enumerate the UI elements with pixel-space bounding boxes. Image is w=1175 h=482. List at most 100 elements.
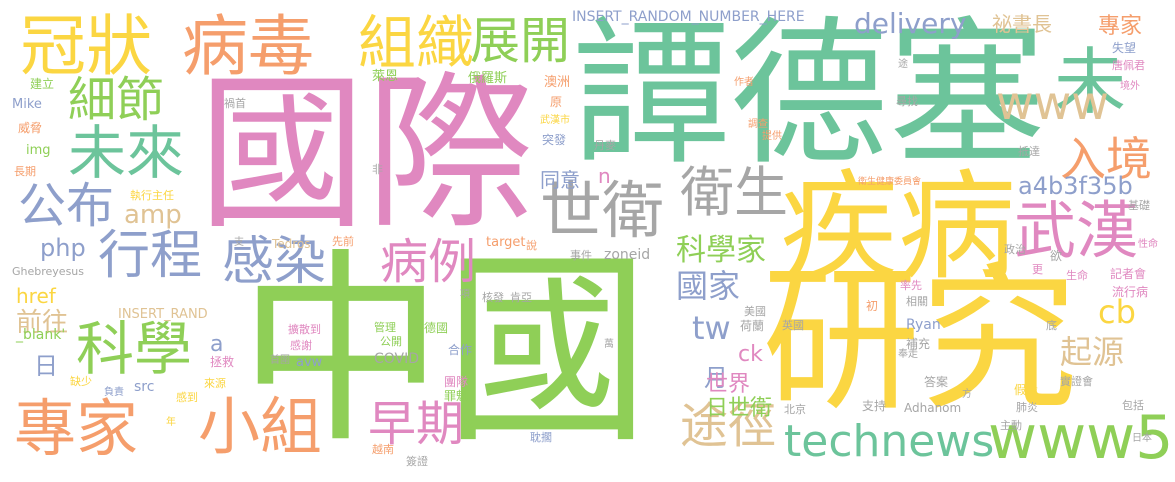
word-blank: _blank'	[16, 327, 66, 343]
word-qianzou: 奉走	[898, 349, 918, 360]
word-xiaozu: 小組	[198, 390, 323, 463]
word-wuhan: 武漢	[1014, 194, 1139, 267]
word-heyan: 核發	[482, 291, 504, 304]
word-a4b3f35b: a4b3f35b	[1018, 172, 1133, 200]
word-xianqian: 先前	[332, 235, 354, 248]
word-zhuanjia-s: 專家	[1098, 14, 1143, 39]
word-diaocha: 調查	[748, 119, 768, 130]
word-ri: 日	[34, 352, 58, 380]
word-shiwang: 失望	[1112, 41, 1137, 55]
word-wuhanshi: 武漢市	[540, 115, 570, 126]
word-shiwei: 世衛	[540, 174, 665, 247]
word-kuosandao: 擴散到	[288, 323, 321, 336]
word-insert-rand: INSERT_RAND	[118, 307, 208, 322]
word-qianzheng: 簽證	[406, 455, 428, 468]
word-buchong: 補充	[906, 337, 931, 351]
word-hezuo: 合作	[448, 343, 473, 357]
word-gongbu: 公布	[18, 178, 115, 234]
word-n: n	[598, 164, 611, 188]
word-amp: amp	[124, 200, 182, 230]
word-zhuanjia: 專家	[14, 392, 139, 465]
word-target: target	[486, 235, 526, 250]
word-tandesai: 譚德塞	[572, 3, 1046, 187]
word-deguo: 德國	[424, 321, 449, 335]
word-helan: 荷蘭	[740, 319, 765, 333]
word-laiyuan: 來源	[204, 377, 226, 390]
word-rishiwei: 日世衛	[706, 396, 773, 421]
word-insert-random: INSERT_RANDOM_NUMBER_HERE	[572, 9, 805, 25]
word-lvxian: 率先	[900, 279, 922, 292]
word-shiyanhui: 實證會	[1060, 375, 1093, 388]
word-zhichi: 支持	[862, 399, 887, 413]
word-tujing: 途徑	[680, 398, 777, 454]
word-nian: 年	[166, 417, 176, 428]
word-rujing: 入境	[1060, 132, 1152, 186]
word-xingming: 性命	[1138, 239, 1158, 250]
word-tongyi: 同意	[540, 168, 580, 192]
word-tw: tw	[692, 309, 731, 347]
word-jibing: 疾病	[780, 158, 1017, 296]
word-wanshou: 禍首	[224, 97, 246, 110]
word-weisheng: 衛生	[680, 161, 788, 224]
word-zhankai: 展開	[470, 12, 570, 70]
word-danmai: 丹麥	[594, 139, 616, 152]
word-yanjiu: 研究	[762, 249, 1078, 433]
word-zuikui: 罪魁	[444, 389, 469, 403]
word-daan: 答案	[924, 375, 949, 389]
word-tu: 途	[898, 59, 908, 70]
word-jiashe: 假設	[1014, 383, 1039, 397]
word-src: src	[134, 379, 155, 395]
word-liuxingbing: 流行病	[1112, 285, 1149, 299]
word-php: php	[40, 234, 86, 262]
word-kexuejia: 科學家	[676, 233, 766, 268]
word-beijing: 北京	[784, 403, 806, 416]
word-eluosi: 俄羅斯	[468, 71, 508, 86]
word-ganran: 感染	[222, 232, 327, 292]
word-zuzhi: 組織	[358, 9, 475, 77]
word-zaoqi: 早期	[368, 396, 465, 452]
word-zhongguo: 中國	[238, 231, 651, 471]
word-www5: www5	[988, 403, 1174, 473]
word-www: www	[996, 76, 1109, 130]
word-fang: 方	[962, 389, 972, 400]
word-yue: 月	[704, 364, 728, 392]
word-kenya: 肯亞	[510, 291, 532, 304]
word-fei: 非	[372, 163, 383, 176]
word-xingcheng: 行程	[98, 226, 203, 286]
word-dida: 抵達	[1018, 145, 1040, 158]
word-zhao: 找	[462, 417, 475, 431]
word-weixie: 威脅	[18, 121, 43, 135]
word-queshao: 缺少	[70, 375, 92, 388]
word-mishuzhang: 祕書長	[992, 12, 1052, 36]
word-jingwai: 境外	[1120, 81, 1140, 92]
word-geng: 更	[1032, 263, 1043, 276]
word-cb: cb	[1098, 293, 1136, 331]
word-ryan: Ryan	[906, 317, 941, 333]
word-covid: COVID	[374, 351, 420, 367]
word-xunzhao: 尋找	[896, 95, 918, 108]
word-guanli: 管理	[374, 321, 396, 334]
word-xijie: 細節	[68, 72, 165, 128]
word-yuenan: 越南	[372, 443, 394, 456]
word-tuandui: 團隊	[444, 375, 469, 389]
word-ck: ck	[738, 342, 763, 367]
word-shijian: 事件	[570, 249, 592, 262]
word-tedros: Tedros	[272, 237, 311, 251]
word-bingli: 病例	[380, 234, 477, 290]
word-zhudong: 主動	[1000, 419, 1022, 432]
word-xiangguan: 相關	[906, 295, 928, 308]
word-href: href	[16, 284, 56, 308]
word-weishengweiyuanhui: 衛生健康委員會	[858, 177, 922, 187]
word-yu: 欲	[1050, 249, 1063, 263]
word-avw: avw	[296, 355, 323, 370]
word-weilai: 未來	[68, 119, 185, 187]
word-img: img	[26, 143, 51, 158]
word-bingdu: 病毒	[182, 8, 314, 85]
word-delivery: delivery	[854, 7, 967, 40]
word-tufa: 突發	[542, 133, 567, 147]
word-qiyuan: 起源	[1060, 333, 1125, 371]
word-chu: 初	[866, 299, 879, 313]
word-gandao: 感到	[176, 391, 198, 404]
word-zhengzhi: 政治	[1004, 243, 1026, 256]
